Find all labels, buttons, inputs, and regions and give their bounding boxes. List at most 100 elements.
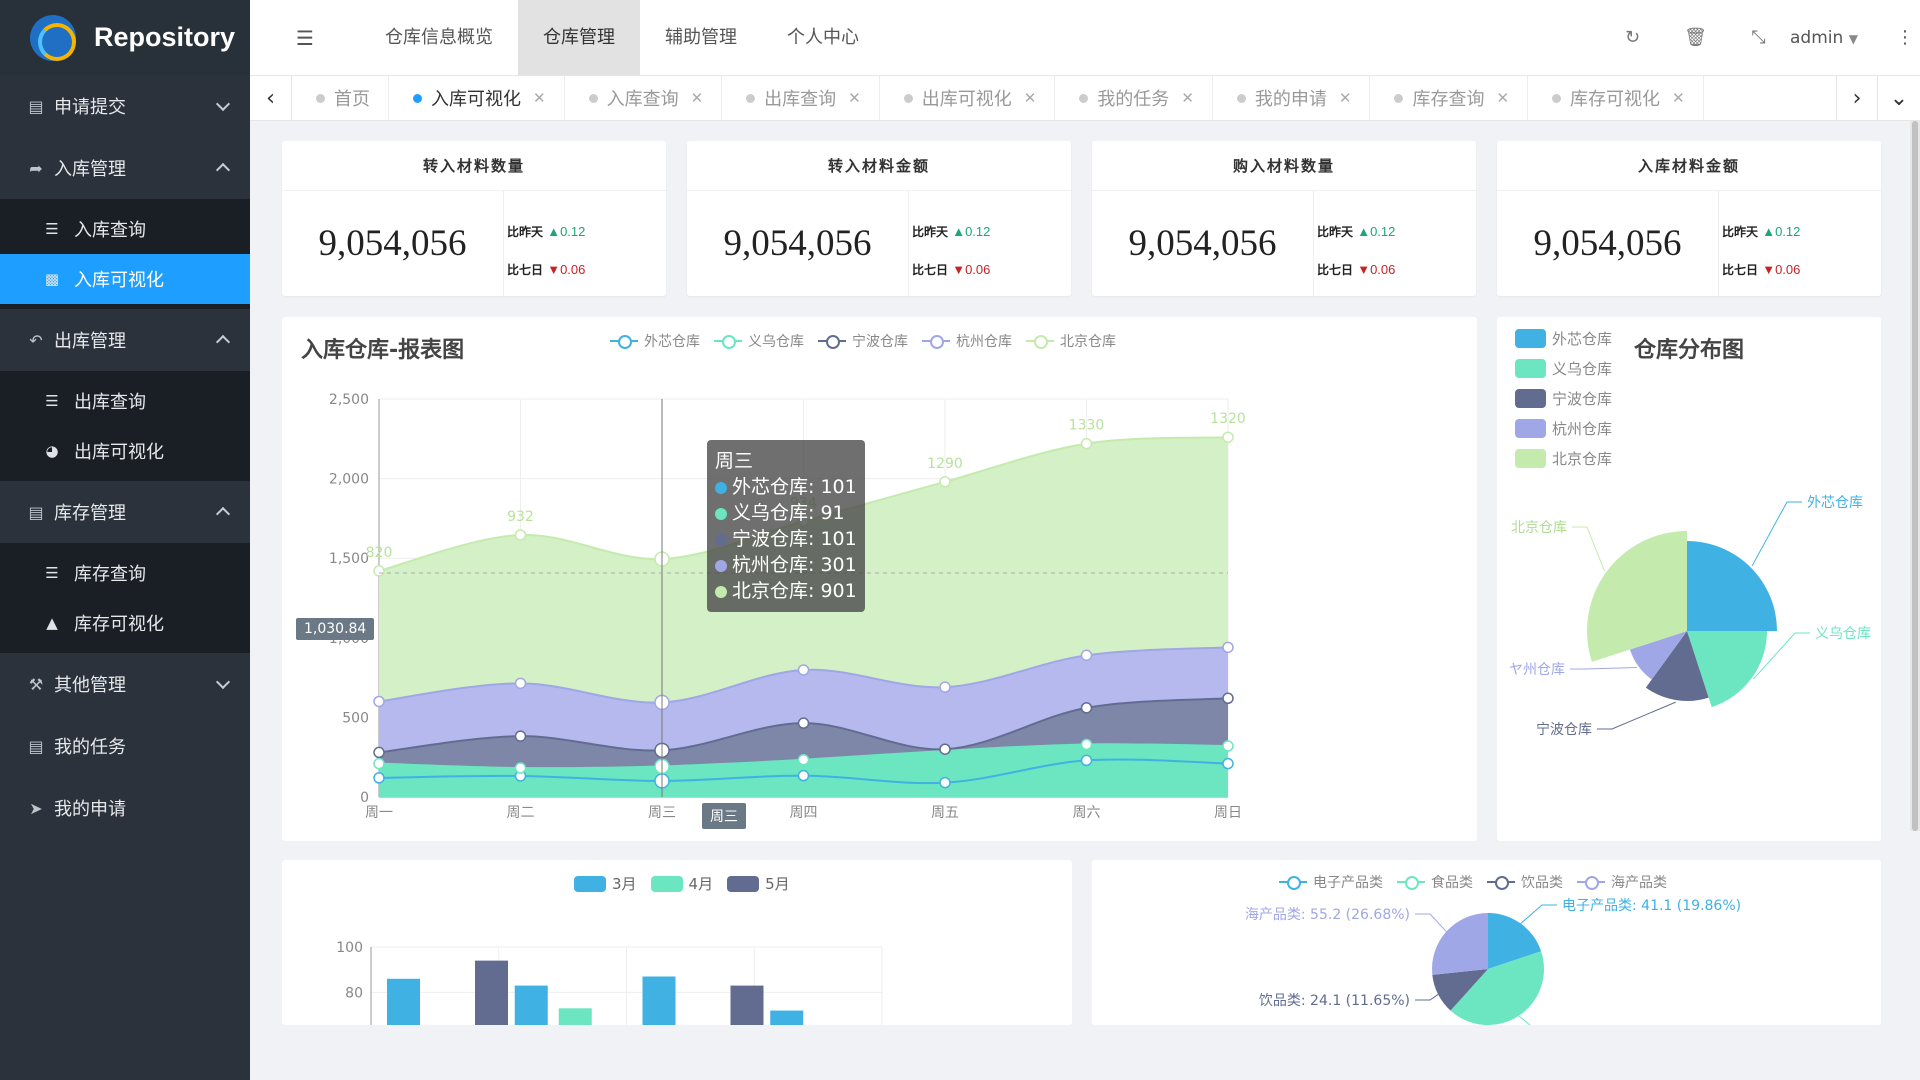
- stat-value: 9,054,056: [1497, 191, 1719, 296]
- legend-item[interactable]: 北京仓库: [1026, 331, 1116, 351]
- compress-icon[interactable]: ⤡: [1751, 27, 1766, 48]
- tab-menu-chevron-icon[interactable]: ⌄: [1889, 85, 1909, 111]
- stat-value: 9,054,056: [1092, 191, 1314, 296]
- pie-slice: [1587, 531, 1687, 662]
- sidebar-item-inbound-visual[interactable]: ▩ 入库可视化: [0, 254, 250, 304]
- close-icon[interactable]: ✕: [848, 89, 861, 107]
- compare-label: 比昨天: [912, 225, 949, 239]
- close-icon[interactable]: ✕: [1496, 89, 1510, 107]
- up-arrow-icon: ▲: [547, 224, 561, 239]
- data-label: 1320: [1210, 411, 1246, 427]
- close-icon[interactable]: ✕: [1338, 89, 1352, 107]
- tab-stock-visual[interactable]: 库存可视化 ✕: [1528, 76, 1704, 120]
- user-menu[interactable]: admin ▼: [1790, 28, 1890, 48]
- top-nav-warehouse[interactable]: 仓库管理: [518, 0, 640, 75]
- more-icon[interactable]: ⋮: [1896, 27, 1914, 48]
- data-point: [1080, 437, 1093, 450]
- stat-compare: 比昨天 ▲0.12 比七日 ▼0.06: [1722, 213, 1800, 289]
- y-tick-label: 0: [360, 790, 369, 806]
- legend-symbol: [818, 335, 846, 349]
- list-icon: ☰: [45, 392, 59, 410]
- tab-outbound-visual[interactable]: 出库可视化 ✕: [880, 76, 1056, 120]
- x-tick-label: 周六: [1073, 805, 1101, 821]
- legend-item[interactable]: 宁波仓库: [818, 331, 908, 351]
- bar-chart[interactable]: 80 100: [282, 860, 1072, 1025]
- sidebar-item-outbound-query[interactable]: ☰ 出库查询: [0, 376, 250, 426]
- tab-inbound-visual[interactable]: 入库可视化 ✕: [389, 76, 565, 120]
- sidebar-item-other[interactable]: ⚒ 其他管理: [0, 653, 250, 715]
- page-scrollbar[interactable]: [1910, 121, 1920, 831]
- stat-card: 购入材料数量 9,054,056 比昨天 ▲0.12 比七日 ▼0.06: [1092, 141, 1476, 296]
- tab-label: 库存查询: [1412, 89, 1485, 110]
- legend-item[interactable]: 电子产品类: [1279, 872, 1383, 892]
- legend-item[interactable]: 外芯仓库: [610, 331, 700, 351]
- tab-inbound-query[interactable]: 入库查询 ✕: [565, 76, 723, 120]
- tab-my-tasks[interactable]: 我的任务 ✕: [1055, 76, 1213, 120]
- legend-item[interactable]: 宁波仓库: [1515, 383, 1612, 413]
- area-chart[interactable]: 05001,0001,5002,0002,500周一周二周三周四周五周六周日82…: [282, 317, 1477, 841]
- tab-dot: [1394, 93, 1404, 103]
- sidebar-item-stock-visual[interactable]: ▲ 库存可视化: [0, 598, 250, 648]
- legend-item[interactable]: 义乌仓库: [1515, 353, 1612, 383]
- tab-stock-query[interactable]: 库存查询 ✕: [1370, 76, 1529, 120]
- legend-item[interactable]: 杭州仓库: [1515, 413, 1612, 443]
- top-nav-overview[interactable]: 仓库信息概览: [385, 27, 493, 48]
- close-icon[interactable]: ✕: [1023, 89, 1037, 107]
- menu-toggle-icon[interactable]: ☰: [296, 25, 314, 50]
- tab-scroll-left-icon[interactable]: ‹: [250, 76, 292, 120]
- pie-label: 外芯仓库: [1807, 495, 1863, 511]
- sidebar-item-label: 库存查询: [74, 564, 146, 585]
- legend-item[interactable]: 义乌仓库: [714, 331, 804, 351]
- data-point: [373, 772, 385, 784]
- sidebar-item-outbound-visual[interactable]: ◕ 出库可视化: [0, 426, 250, 476]
- sidebar-item-label: 入库查询: [74, 220, 146, 241]
- sidebar-item-inbound[interactable]: ➦ 入库管理: [0, 137, 250, 199]
- legend-item[interactable]: 北京仓库: [1515, 443, 1612, 473]
- legend-item[interactable]: 5月: [727, 873, 790, 894]
- legend-symbol: [610, 335, 638, 349]
- top-nav-personal[interactable]: 个人中心: [787, 27, 859, 48]
- sidebar-item-stock[interactable]: ▤ 库存管理: [0, 481, 250, 543]
- tab-label: 首页: [334, 89, 370, 110]
- tab-home[interactable]: 首页: [292, 76, 389, 120]
- tab-outbound-query[interactable]: 出库查询 ✕: [722, 76, 880, 120]
- sidebar-item-outbound[interactable]: ↶ 出库管理: [0, 309, 250, 371]
- tab-dot: [1236, 93, 1246, 103]
- legend-item[interactable]: 海产品类: [1577, 872, 1667, 892]
- sidebar-item-apply[interactable]: ▤ 申请提交: [0, 75, 250, 137]
- tab-label: 出库查询: [764, 89, 837, 110]
- close-icon[interactable]: ✕: [1672, 89, 1685, 107]
- trash-icon[interactable]: 🗑: [1684, 27, 1707, 48]
- axis-pointer-value: 1,030.84: [296, 618, 375, 640]
- label-line: [1518, 1015, 1531, 1025]
- close-icon[interactable]: ✕: [533, 89, 546, 107]
- close-icon[interactable]: ✕: [690, 89, 704, 107]
- y-tick-label: 100: [336, 940, 363, 956]
- donut-chart[interactable]: 电子产品类: 41.1 (19.86%)食品类: 86.5 (41.81%)饮品…: [1092, 860, 1881, 1025]
- legend-item[interactable]: 饮品类: [1487, 872, 1563, 892]
- scrollbar-thumb[interactable]: [1912, 121, 1918, 831]
- tab-scroll-right-icon[interactable]: ›: [1836, 76, 1878, 120]
- legend-symbol: [1397, 876, 1425, 890]
- send-icon: ➤: [29, 798, 43, 818]
- y-tick-label: 80: [345, 985, 363, 1001]
- tab-my-requests[interactable]: 我的申请 ✕: [1213, 76, 1371, 120]
- compare-label: 比昨天: [507, 225, 544, 239]
- tooltip-row: 杭州仓库: 301: [715, 552, 857, 578]
- pie-slice: [1687, 541, 1777, 631]
- legend-item[interactable]: 杭州仓库: [922, 331, 1012, 351]
- legend-item[interactable]: 外芯仓库: [1515, 323, 1612, 353]
- logo[interactable]: Repository: [0, 0, 250, 75]
- sidebar-item-my-tasks[interactable]: ▤ 我的任务: [0, 715, 250, 777]
- close-icon[interactable]: ✕: [1181, 89, 1194, 107]
- sidebar-item-my-requests[interactable]: ➤ 我的申请: [0, 777, 250, 839]
- legend-item[interactable]: 3月: [574, 873, 637, 894]
- pie-label: ヤ州仓库: [1509, 662, 1565, 678]
- sidebar-item-inbound-query[interactable]: ☰ 入库查询: [0, 204, 250, 254]
- sidebar-item-stock-query[interactable]: ☰ 库存查询: [0, 548, 250, 598]
- legend-item[interactable]: 4月: [650, 873, 713, 894]
- top-nav-auxiliary[interactable]: 辅助管理: [665, 27, 737, 48]
- refresh-icon[interactable]: ↻: [1624, 27, 1641, 48]
- legend-item[interactable]: 食品类: [1397, 872, 1473, 892]
